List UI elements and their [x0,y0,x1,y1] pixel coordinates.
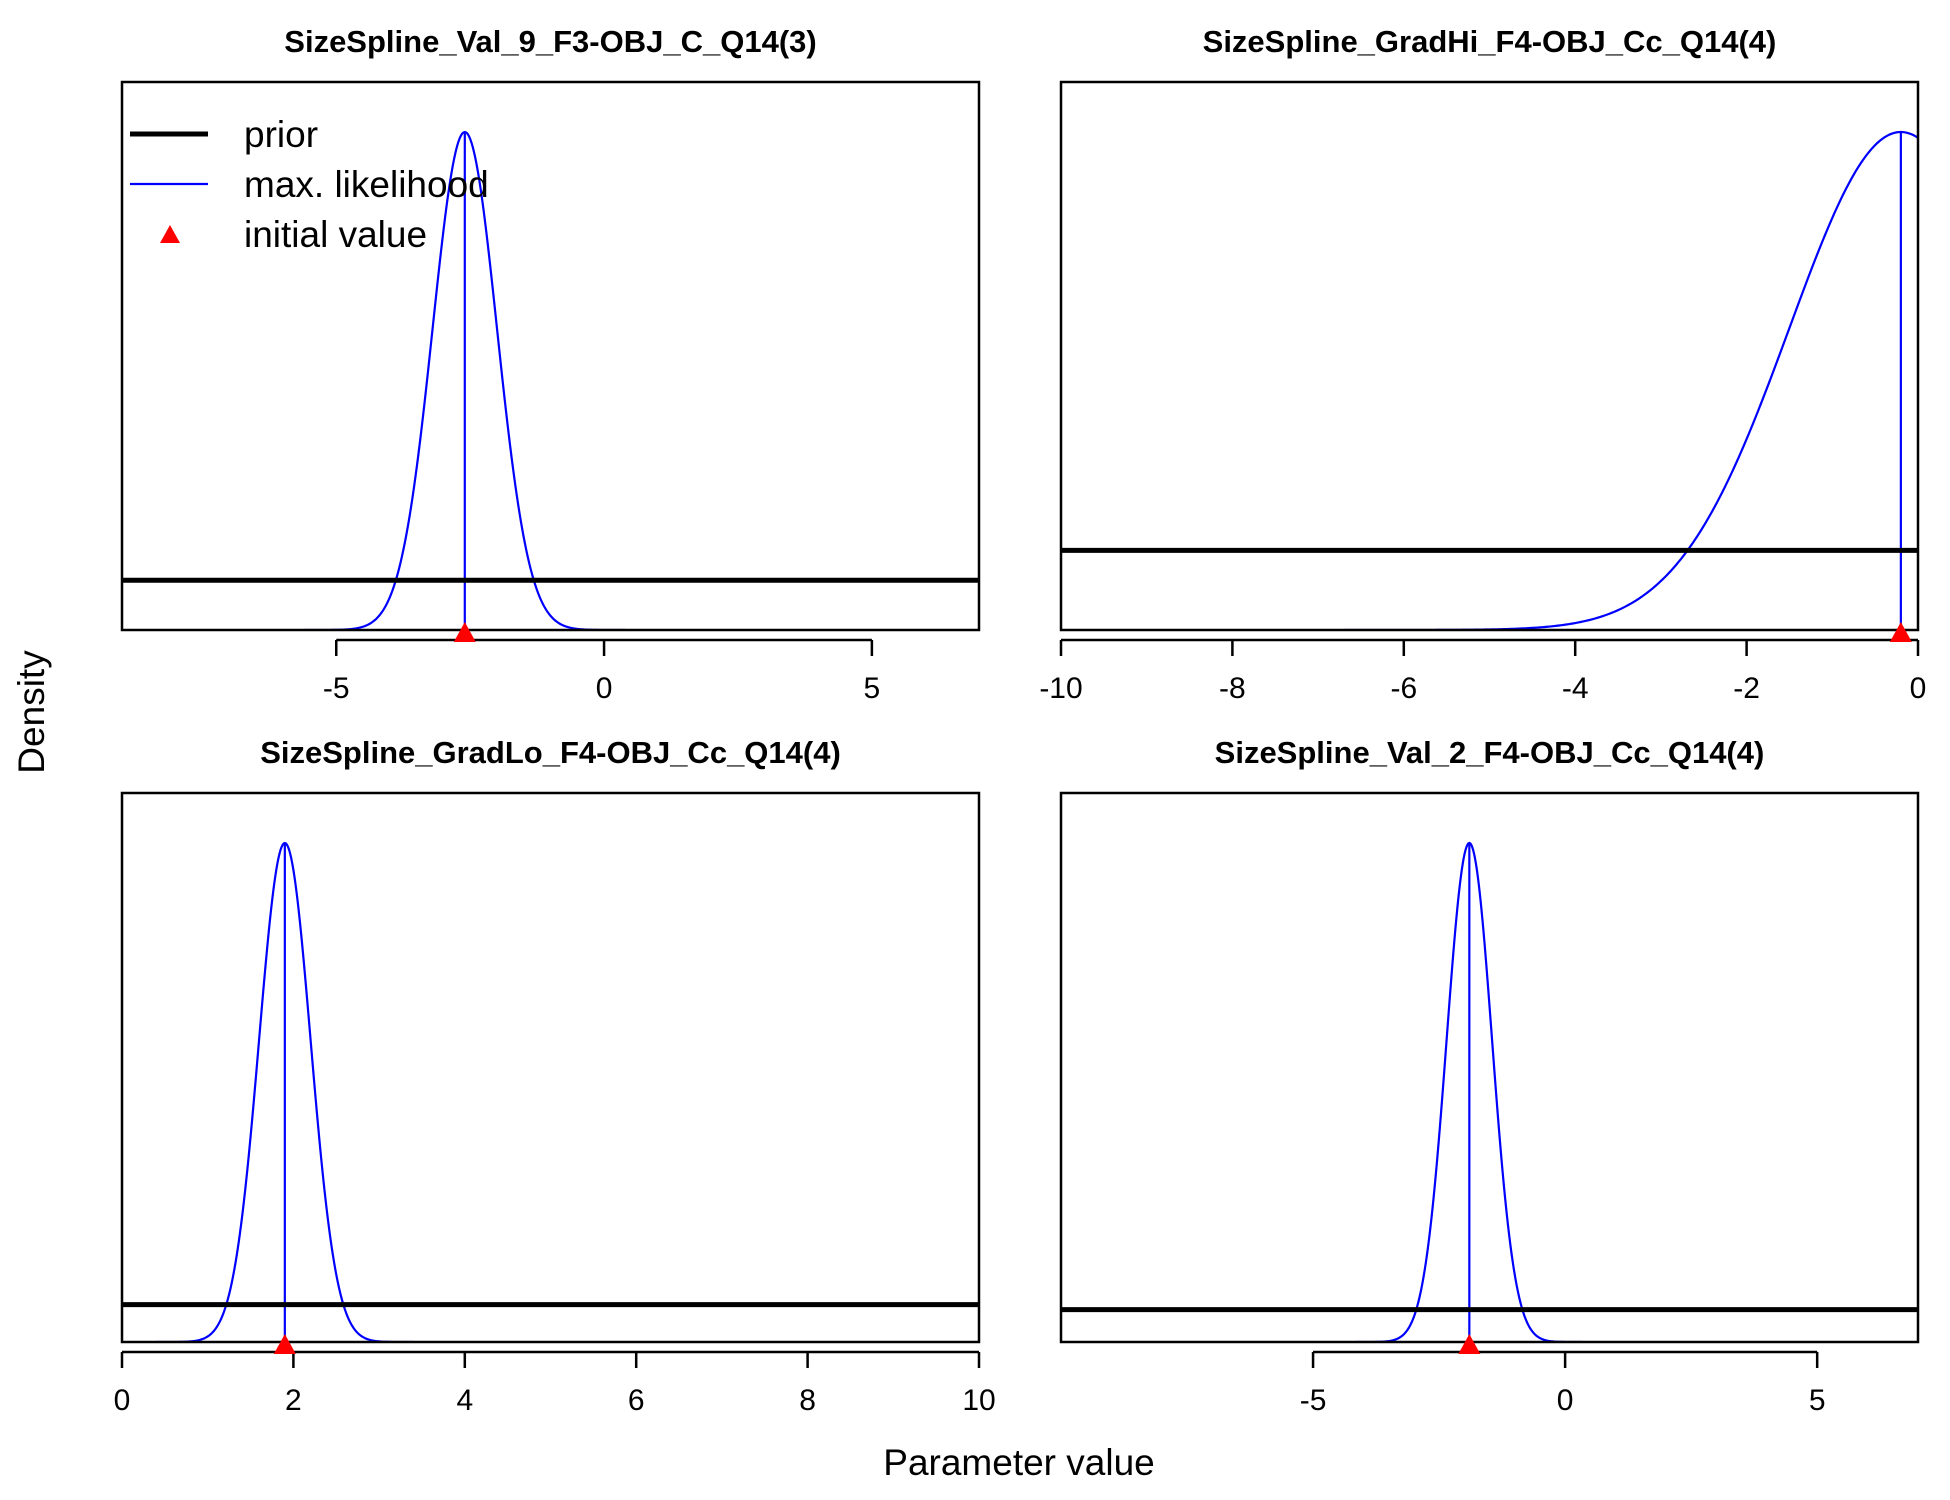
legend: prior max. likelihood initial value [130,114,489,255]
panel-title: SizeSpline_GradHi_F4-OBJ_Cc_Q14(4) [1203,24,1777,59]
panel-3: SizeSpline_GradLo_F4-OBJ_Cc_Q14(4) 0 2 4 6 8 1… [114,735,996,1417]
x-tick-label: 0 [1910,672,1927,705]
panel-title: SizeSpline_Val_2_F4-OBJ_Cc_Q14(4) [1215,735,1765,770]
legend-label-3: initial value [244,214,427,255]
initial-value-marker [273,1334,296,1354]
x-tick-label: -6 [1390,672,1417,705]
legend-symbol-3 [160,225,180,243]
x-tick-label: -4 [1562,672,1589,705]
panel-title: SizeSpline_Val_9_F3-OBJ_C_Q14(3) [284,24,816,59]
x-tick-label: 4 [456,1384,473,1417]
x-tick-label: -10 [1039,672,1082,705]
x-tick-label: 2 [285,1384,302,1417]
plot-area [1061,841,1918,1342]
initial-value-marker [453,622,476,642]
panel-frame [120,80,981,632]
x-tick-label: -5 [323,672,350,705]
x-tick-label: -5 [1300,1384,1327,1417]
x-tick-label: 5 [864,672,881,705]
max-likelihood-curve [1343,130,1918,630]
initial-value-marker [1458,1334,1481,1354]
panels-layer: SizeSpline_Val_9_F3-OBJ_C_Q14(3)-5 0 5Size… [114,24,1927,1417]
panel-title: SizeSpline_GradLo_F4-OBJ_Cc_Q14(4) [260,735,841,770]
panel-2: SizeSpline_GradHi_F4-OBJ_Cc_Q14(4) -10 -8 -… [1039,24,1926,705]
legend-label-1: prior [244,114,318,155]
x-tick-label: -8 [1219,672,1246,705]
x-tick-label: 0 [114,1384,131,1417]
x-tick-label: 6 [628,1384,645,1417]
initial-value-marker [1889,622,1912,642]
panel-frame [1059,791,1920,1344]
x-axis-label: Parameter value [883,1442,1154,1483]
x-tick-label: 10 [962,1384,995,1417]
x-tick-label: 8 [799,1384,816,1417]
panel-frame [120,791,981,1344]
panel-frame [1059,80,1920,632]
panel-4: SizeSpline_Val_2_F4-OBJ_Cc_Q14(4) -5 0 5 [1059,735,1920,1417]
y-axis-label: Density [11,650,52,774]
plot-area [122,841,979,1342]
legend-label-2: max. likelihood [244,164,489,205]
plot-area [1061,130,1918,630]
x-tick-label: 0 [596,672,613,705]
x-tick-label: -2 [1733,672,1760,705]
plot-area [122,130,979,630]
x-tick-label: 0 [1557,1384,1574,1417]
panel-1: SizeSpline_Val_9_F3-OBJ_C_Q14(3) -5 0 5 [120,24,981,705]
x-tick-label: 5 [1809,1384,1826,1417]
